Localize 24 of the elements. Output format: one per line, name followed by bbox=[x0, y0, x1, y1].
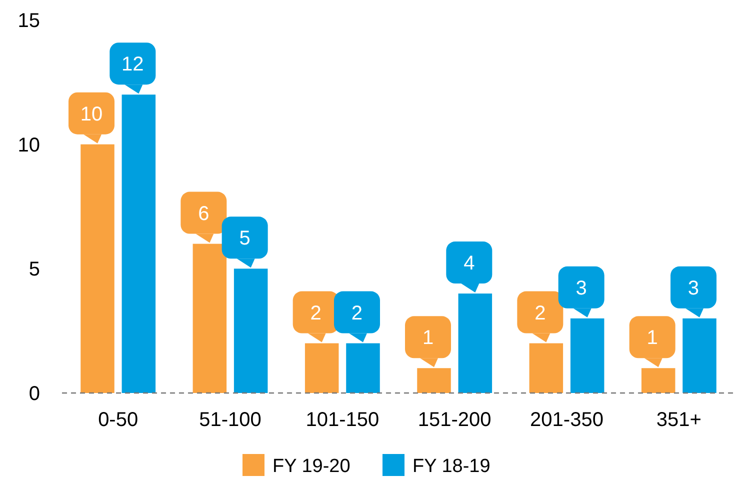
data-label: 6 bbox=[198, 202, 210, 225]
x-tick-label: 0-50 bbox=[98, 409, 138, 431]
data-label: 5 bbox=[239, 228, 250, 250]
data-label: 3 bbox=[576, 277, 587, 300]
data-label: 2 bbox=[351, 302, 363, 324]
data-label: 3 bbox=[688, 277, 700, 300]
data-label: 4 bbox=[464, 252, 475, 275]
legend-label: FY 18-19 bbox=[412, 456, 490, 477]
y-tick-label: 15 bbox=[18, 10, 40, 32]
x-tick-label: 151-200 bbox=[418, 409, 492, 431]
data-label: 1 bbox=[422, 327, 434, 350]
y-tick-label: 5 bbox=[28, 258, 40, 281]
y-tick-label: 10 bbox=[18, 134, 40, 156]
data-label: 2 bbox=[534, 302, 546, 324]
x-tick-label: 201-350 bbox=[530, 409, 604, 431]
x-tick-label: 101-150 bbox=[306, 409, 380, 431]
data-label: 10 bbox=[80, 103, 103, 126]
legend-label: FY 19-20 bbox=[272, 456, 350, 477]
data-label: 1 bbox=[646, 327, 658, 350]
data-label: 2 bbox=[310, 302, 322, 324]
y-tick-label: 0 bbox=[28, 383, 40, 405]
x-tick-label: 351+ bbox=[656, 409, 702, 431]
data-label: 12 bbox=[122, 54, 144, 76]
x-tick-label: 51-100 bbox=[199, 409, 262, 431]
